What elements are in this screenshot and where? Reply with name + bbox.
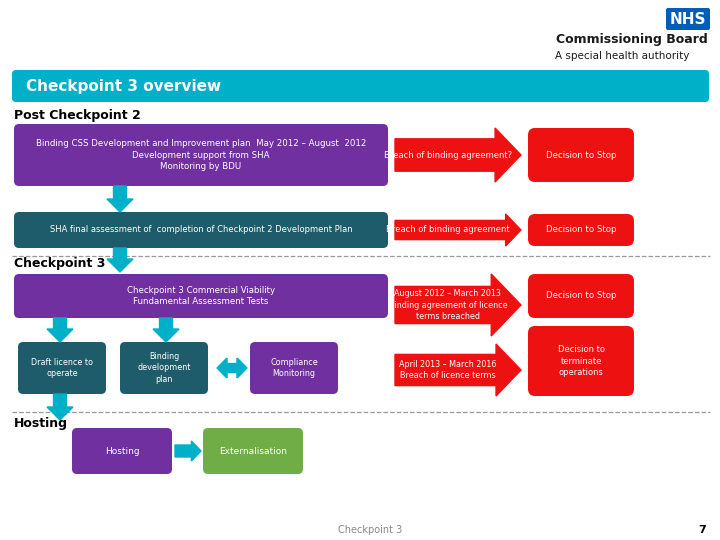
FancyBboxPatch shape bbox=[203, 428, 303, 474]
FancyBboxPatch shape bbox=[14, 124, 388, 186]
FancyBboxPatch shape bbox=[250, 342, 338, 394]
Polygon shape bbox=[47, 394, 73, 420]
Text: Checkpoint 3: Checkpoint 3 bbox=[14, 258, 105, 271]
Polygon shape bbox=[395, 214, 521, 246]
FancyBboxPatch shape bbox=[528, 214, 634, 246]
FancyBboxPatch shape bbox=[14, 212, 388, 248]
Text: Decision to
terminate
operations: Decision to terminate operations bbox=[557, 346, 605, 376]
Text: Decision to Stop: Decision to Stop bbox=[546, 151, 616, 159]
Polygon shape bbox=[395, 274, 521, 336]
FancyBboxPatch shape bbox=[528, 128, 634, 182]
Text: August 2012 – March 2013
Binding agreement of licence
terms breached: August 2012 – March 2013 Binding agreeme… bbox=[389, 289, 507, 321]
Text: Decision to Stop: Decision to Stop bbox=[546, 292, 616, 300]
Text: Post Checkpoint 2: Post Checkpoint 2 bbox=[14, 109, 140, 122]
Text: Binding CSS Development and Improvement plan  May 2012 – August  2012
Developmen: Binding CSS Development and Improvement … bbox=[36, 139, 366, 171]
FancyBboxPatch shape bbox=[18, 342, 106, 394]
Text: Checkpoint 3 Commercial Viability
Fundamental Assessment Tests: Checkpoint 3 Commercial Viability Fundam… bbox=[127, 286, 275, 306]
FancyBboxPatch shape bbox=[120, 342, 208, 394]
Text: Decision to Stop: Decision to Stop bbox=[546, 226, 616, 234]
Text: Commissioning Board: Commissioning Board bbox=[556, 33, 708, 46]
Polygon shape bbox=[217, 358, 247, 378]
Text: April 2013 – March 2016
Breach of licence terms: April 2013 – March 2016 Breach of licenc… bbox=[399, 360, 497, 380]
Polygon shape bbox=[107, 248, 133, 272]
Text: Breach of binding agreement?: Breach of binding agreement? bbox=[384, 151, 512, 159]
Text: Draft licence to
operate: Draft licence to operate bbox=[31, 358, 93, 378]
Polygon shape bbox=[153, 318, 179, 342]
FancyBboxPatch shape bbox=[72, 428, 172, 474]
Polygon shape bbox=[175, 441, 201, 461]
Text: Binding
development
plan: Binding development plan bbox=[138, 353, 191, 383]
Text: Externalisation: Externalisation bbox=[219, 447, 287, 456]
FancyBboxPatch shape bbox=[12, 70, 709, 102]
FancyBboxPatch shape bbox=[528, 274, 634, 318]
Text: 7: 7 bbox=[698, 525, 706, 535]
Text: NHS: NHS bbox=[670, 11, 706, 26]
Polygon shape bbox=[47, 318, 73, 342]
Text: Compliance
Monitoring: Compliance Monitoring bbox=[270, 358, 318, 378]
Polygon shape bbox=[107, 186, 133, 212]
Text: Hosting: Hosting bbox=[14, 416, 68, 429]
FancyBboxPatch shape bbox=[666, 8, 710, 30]
Text: Checkpoint 3: Checkpoint 3 bbox=[338, 525, 402, 535]
Text: Hosting: Hosting bbox=[104, 447, 139, 456]
Text: A special health authority: A special health authority bbox=[555, 51, 689, 61]
Text: SHA final assessment of  completion of Checkpoint 2 Development Plan: SHA final assessment of completion of Ch… bbox=[50, 226, 352, 234]
FancyBboxPatch shape bbox=[528, 326, 634, 396]
Polygon shape bbox=[395, 344, 521, 396]
Polygon shape bbox=[395, 128, 521, 182]
Text: Breach of binding agreement: Breach of binding agreement bbox=[386, 226, 510, 234]
FancyBboxPatch shape bbox=[14, 274, 388, 318]
Text: Checkpoint 3 overview: Checkpoint 3 overview bbox=[26, 78, 221, 93]
